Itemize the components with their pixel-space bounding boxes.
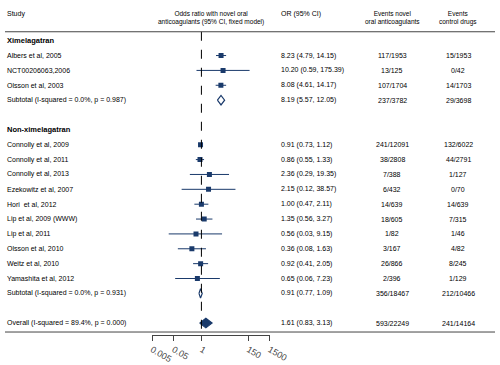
svg-text:1/129: 1/129 xyxy=(449,275,467,282)
svg-text:1/82: 1/82 xyxy=(385,230,399,237)
svg-text:Yamashita et al, 2012: Yamashita et al, 2012 xyxy=(7,275,74,282)
svg-text:1500: 1500 xyxy=(266,344,288,363)
svg-text:0.65 (0.06, 7.23): 0.65 (0.06, 7.23) xyxy=(281,275,332,283)
svg-text:150: 150 xyxy=(245,344,263,360)
svg-text:241/14164: 241/14164 xyxy=(442,320,475,327)
svg-text:0.56 (0.03, 9.15): 0.56 (0.03, 9.15) xyxy=(281,230,332,238)
svg-text:Overall (I-squared = 89.4%, p: Overall (I-squared = 89.4%, p = 0.000) xyxy=(7,319,126,327)
svg-text:Connolly et al, 2011: Connolly et al, 2011 xyxy=(7,156,68,164)
svg-text:8/245: 8/245 xyxy=(449,260,467,267)
svg-text:18/605: 18/605 xyxy=(381,216,403,223)
svg-text:Weitz et al, 2010: Weitz et al, 2010 xyxy=(7,260,59,267)
svg-text:Hori et al, 2012: Hori et al, 2012 xyxy=(7,201,57,208)
svg-text:Connolly et al, 2009: Connolly et al, 2009 xyxy=(7,141,69,149)
svg-text:Subtotal (I-squared = 0.0%, p: Subtotal (I-squared = 0.0%, p = 0.931) xyxy=(7,289,126,297)
svg-text:6/432: 6/432 xyxy=(383,186,401,193)
svg-text:14/1703: 14/1703 xyxy=(446,82,471,89)
svg-text:1.00 (0.47, 2.11): 1.00 (0.47, 2.11) xyxy=(281,200,332,208)
svg-text:NCT00206063,2006: NCT00206063,2006 xyxy=(7,67,70,74)
svg-text:8.23 (4.79, 14.15): 8.23 (4.79, 14.15) xyxy=(281,52,336,60)
svg-text:0.92 (0.41, 2.05): 0.92 (0.41, 2.05) xyxy=(281,260,332,268)
svg-text:Subtotal (I-squared = 0.0%, p: Subtotal (I-squared = 0.0%, p = 0.987) xyxy=(7,96,126,104)
svg-text:Eventscontrol drugs: Eventscontrol drugs xyxy=(439,10,477,26)
svg-text:1/46: 1/46 xyxy=(451,230,465,237)
svg-text:Connolly et al, 2013: Connolly et al, 2013 xyxy=(7,170,69,178)
svg-text:Albers et al, 2005: Albers et al, 2005 xyxy=(7,52,62,59)
svg-text:132/6022: 132/6022 xyxy=(444,141,473,148)
svg-text:Olsson et al, 2003: Olsson et al, 2003 xyxy=(7,82,64,89)
svg-text:356/18467: 356/18467 xyxy=(376,290,409,297)
svg-text:1: 1 xyxy=(198,344,207,355)
svg-text:Lip et al, 2011: Lip et al, 2011 xyxy=(7,230,51,238)
svg-text:0.86 (0.55, 1.33): 0.86 (0.55, 1.33) xyxy=(281,156,332,164)
svg-text:2/396: 2/396 xyxy=(383,275,401,282)
svg-text:Ezekowitz et al, 2007: Ezekowitz et al, 2007 xyxy=(7,186,73,193)
svg-text:237/3782: 237/3782 xyxy=(378,97,407,104)
svg-text:1.61 (0.83, 3.13): 1.61 (0.83, 3.13) xyxy=(281,319,332,327)
svg-text:0.91 (0.77, 1.09): 0.91 (0.77, 1.09) xyxy=(281,289,332,297)
svg-text:Lip et al, 2009 (WWW): Lip et al, 2009 (WWW) xyxy=(7,215,77,223)
svg-text:Events noveloral anticoagulant: Events noveloral anticoagulants xyxy=(365,10,420,26)
svg-text:593/22249: 593/22249 xyxy=(376,320,409,327)
svg-text:26/866: 26/866 xyxy=(381,260,403,267)
svg-text:0.91 (0.73, 1.12): 0.91 (0.73, 1.12) xyxy=(281,141,332,149)
svg-text:Non-ximelagatran: Non-ximelagatran xyxy=(7,125,71,134)
svg-text:7/315: 7/315 xyxy=(449,216,467,223)
svg-text:4/82: 4/82 xyxy=(451,245,465,252)
svg-text:38/2808: 38/2808 xyxy=(380,156,405,163)
svg-text:241/12091: 241/12091 xyxy=(376,141,409,148)
svg-text:15/1953: 15/1953 xyxy=(446,52,471,59)
svg-text:212/10466: 212/10466 xyxy=(442,290,475,297)
svg-text:8.19 (5.57, 12.05): 8.19 (5.57, 12.05) xyxy=(281,96,336,104)
svg-text:14/639: 14/639 xyxy=(447,201,469,208)
svg-text:0.36 (0.08, 1.63): 0.36 (0.08, 1.63) xyxy=(281,245,332,253)
svg-text:107/1704: 107/1704 xyxy=(378,82,407,89)
svg-text:Ximelagatran: Ximelagatran xyxy=(7,36,55,45)
svg-text:44/2791: 44/2791 xyxy=(446,156,471,163)
svg-text:Odds ratio with novel oralanti: Odds ratio with novel oralanticoagulants… xyxy=(158,10,264,26)
svg-text:14/639: 14/639 xyxy=(381,201,403,208)
svg-text:0/70: 0/70 xyxy=(451,186,465,193)
svg-text:Olsson et al, 2010: Olsson et al, 2010 xyxy=(7,245,64,252)
svg-text:7/388: 7/388 xyxy=(383,171,401,178)
svg-text:0.05: 0.05 xyxy=(170,344,190,361)
svg-text:2.36 (0.29, 19.35): 2.36 (0.29, 19.35) xyxy=(281,170,336,178)
svg-text:Study: Study xyxy=(7,10,25,18)
svg-text:3/167: 3/167 xyxy=(383,245,401,252)
svg-text:OR (95% CI): OR (95% CI) xyxy=(281,10,321,18)
svg-text:1/127: 1/127 xyxy=(449,171,467,178)
svg-text:29/3698: 29/3698 xyxy=(446,97,471,104)
svg-text:117/1953: 117/1953 xyxy=(378,52,407,59)
svg-text:13/125: 13/125 xyxy=(381,67,403,74)
svg-text:2.15 (0.12, 38.57): 2.15 (0.12, 38.57) xyxy=(281,185,336,193)
svg-text:8.08 (4.61, 14.17): 8.08 (4.61, 14.17) xyxy=(281,81,336,89)
svg-text:0/42: 0/42 xyxy=(451,67,465,74)
svg-text:0.005: 0.005 xyxy=(149,344,174,364)
svg-text:10.20 (0.59, 175.39): 10.20 (0.59, 175.39) xyxy=(281,66,344,74)
svg-text:1.35 (0.56, 3.27): 1.35 (0.56, 3.27) xyxy=(281,215,332,223)
